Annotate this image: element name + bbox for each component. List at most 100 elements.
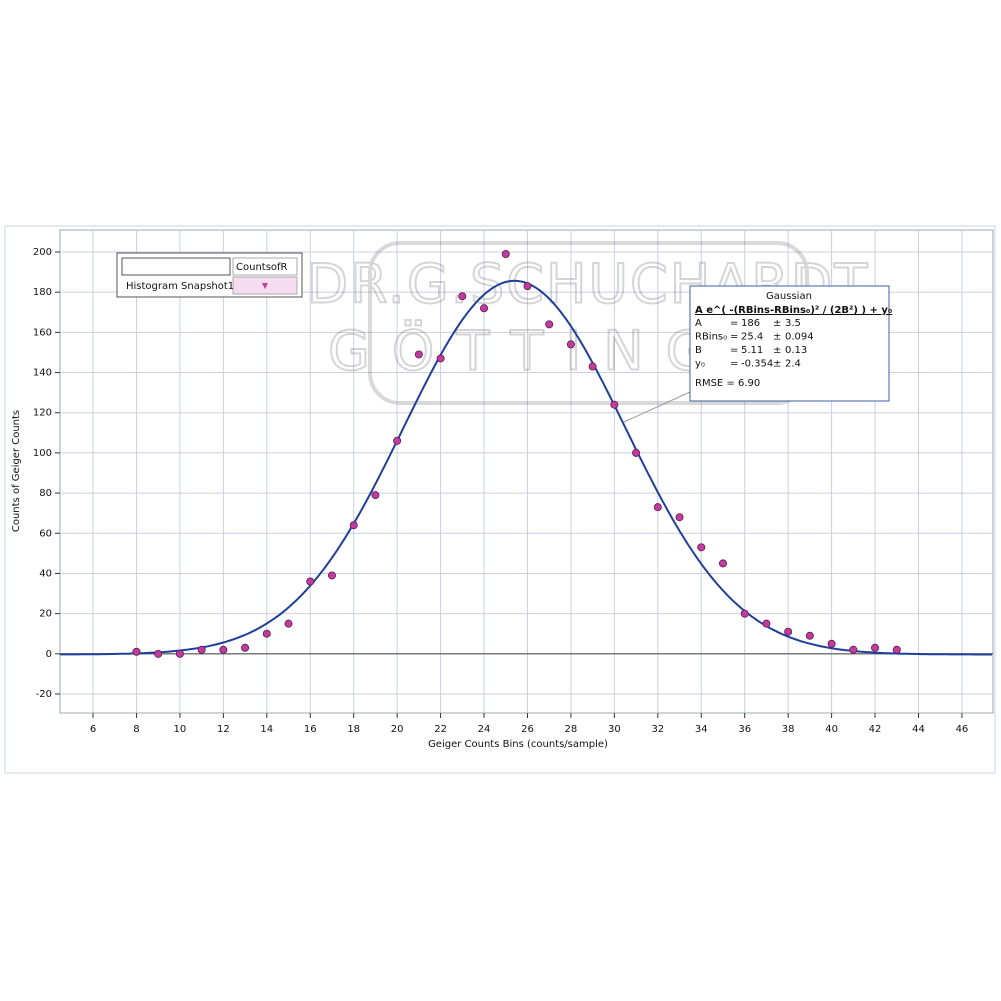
data-point bbox=[175, 649, 184, 658]
fit-param-name: y₀ bbox=[695, 359, 705, 370]
data-point bbox=[545, 320, 554, 329]
data-point bbox=[306, 577, 315, 586]
x-axis-label: Geiger Counts Bins (counts/sample) bbox=[428, 739, 608, 750]
legend-entry: Histogram Snapshot1 bbox=[126, 281, 234, 292]
fit-param-error: 2.4 bbox=[785, 359, 801, 370]
x-tick-label: 42 bbox=[869, 724, 882, 735]
data-point bbox=[827, 639, 836, 648]
data-point bbox=[197, 645, 206, 654]
fit-param-value: 186 bbox=[741, 318, 760, 329]
data-point bbox=[632, 448, 641, 457]
data-point bbox=[349, 521, 358, 530]
fit-formula: A e^( -(RBins-RBins₀)² / (2B²) ) + y₀ bbox=[695, 305, 892, 316]
data-point bbox=[610, 400, 619, 409]
data-point bbox=[262, 629, 271, 638]
y-tick-label: 160 bbox=[33, 327, 52, 338]
x-tick-label: 12 bbox=[217, 724, 230, 735]
y-tick-label: 0 bbox=[46, 649, 52, 660]
x-tick-label: 10 bbox=[174, 724, 187, 735]
data-point bbox=[762, 619, 771, 628]
fit-param-name: B bbox=[695, 345, 702, 356]
y-tick-label: 200 bbox=[33, 247, 52, 258]
data-point bbox=[718, 559, 727, 568]
y-tick-label: 20 bbox=[39, 609, 52, 620]
data-point bbox=[653, 503, 662, 512]
x-tick-label: 36 bbox=[738, 724, 751, 735]
plot bbox=[60, 250, 992, 658]
y-tick-label: 140 bbox=[33, 368, 52, 379]
x-tick-label: 40 bbox=[825, 724, 838, 735]
y-tick-label: -20 bbox=[36, 689, 52, 700]
data-point bbox=[805, 631, 814, 640]
fit-box-frame bbox=[689, 285, 890, 402]
x-tick-label: 6 bbox=[90, 724, 96, 735]
x-tick-label: 32 bbox=[651, 724, 664, 735]
fit-param-error: 3.5 bbox=[785, 318, 801, 329]
data-point bbox=[284, 619, 293, 628]
fit-param-value: 5.11 bbox=[741, 345, 763, 356]
fit-param-value: -0.354 bbox=[741, 359, 773, 370]
data-point bbox=[436, 354, 445, 363]
data-point bbox=[393, 436, 402, 445]
data-point bbox=[219, 645, 228, 654]
data-point bbox=[523, 282, 532, 291]
data-point bbox=[784, 627, 793, 636]
x-tick-label: 24 bbox=[478, 724, 491, 735]
legend-cell bbox=[121, 257, 231, 276]
data-point bbox=[327, 571, 336, 580]
fit-pm: ± bbox=[773, 318, 781, 329]
fit-rmse: RMSE = 6.90 bbox=[695, 378, 760, 389]
data-point bbox=[697, 543, 706, 552]
data-point bbox=[892, 645, 901, 654]
x-tick-label: 14 bbox=[260, 724, 273, 735]
data-point bbox=[675, 513, 684, 522]
data-point bbox=[414, 350, 423, 359]
y-tick-label: 40 bbox=[39, 568, 52, 579]
x-tick-label: 46 bbox=[956, 724, 969, 735]
data-point bbox=[501, 250, 510, 259]
legend: CountsofR Histogram Snapshot1 bbox=[116, 252, 303, 298]
fit-title: Gaussian bbox=[766, 291, 812, 302]
data-point bbox=[871, 643, 880, 652]
y-tick-label: 120 bbox=[33, 408, 52, 419]
x-tick-label: 44 bbox=[912, 724, 925, 735]
x-tick-label: 22 bbox=[434, 724, 447, 735]
data-point bbox=[132, 647, 141, 656]
data-point bbox=[458, 292, 467, 301]
legend-marker bbox=[262, 283, 268, 289]
data-point bbox=[588, 362, 597, 371]
y-axis-label: Counts of Geiger Counts bbox=[11, 410, 22, 532]
x-tick-label: 34 bbox=[695, 724, 708, 735]
data-point bbox=[740, 609, 749, 618]
y-tick-label: 100 bbox=[33, 448, 52, 459]
fit-eq: = bbox=[730, 332, 738, 343]
fit-eq: = bbox=[730, 359, 738, 370]
fit-pm: ± bbox=[773, 359, 781, 370]
data-point bbox=[566, 340, 575, 349]
fit-param-name: A bbox=[695, 318, 702, 329]
fit-box: Gaussian A e^( -(RBins-RBins₀)² / (2B²) … bbox=[689, 285, 892, 402]
data-point bbox=[371, 491, 380, 500]
fit-param-error: 0.13 bbox=[785, 345, 807, 356]
x-tick-label: 28 bbox=[565, 724, 578, 735]
y-tick-label: 80 bbox=[39, 488, 52, 499]
fit-pm: ± bbox=[773, 332, 781, 343]
y-tick-label: 180 bbox=[33, 287, 52, 298]
fit-param-error: 0.094 bbox=[785, 332, 814, 343]
x-tick-label: 8 bbox=[133, 724, 139, 735]
legend-cell bbox=[232, 257, 298, 276]
fit-param-name: RBins₀ bbox=[695, 332, 727, 343]
fit-param-value: 25.4 bbox=[741, 332, 763, 343]
fit-eq: = bbox=[730, 345, 738, 356]
x-tick-label: 30 bbox=[608, 724, 621, 735]
data-point bbox=[241, 643, 250, 652]
x-tick-label: 20 bbox=[391, 724, 404, 735]
y-tick-label: 60 bbox=[39, 528, 52, 539]
data-point bbox=[480, 304, 489, 313]
callout-line bbox=[623, 391, 691, 423]
legend-column: CountsofR bbox=[236, 262, 288, 273]
x-tick-label: 16 bbox=[304, 724, 317, 735]
fit-eq: = bbox=[730, 318, 738, 329]
